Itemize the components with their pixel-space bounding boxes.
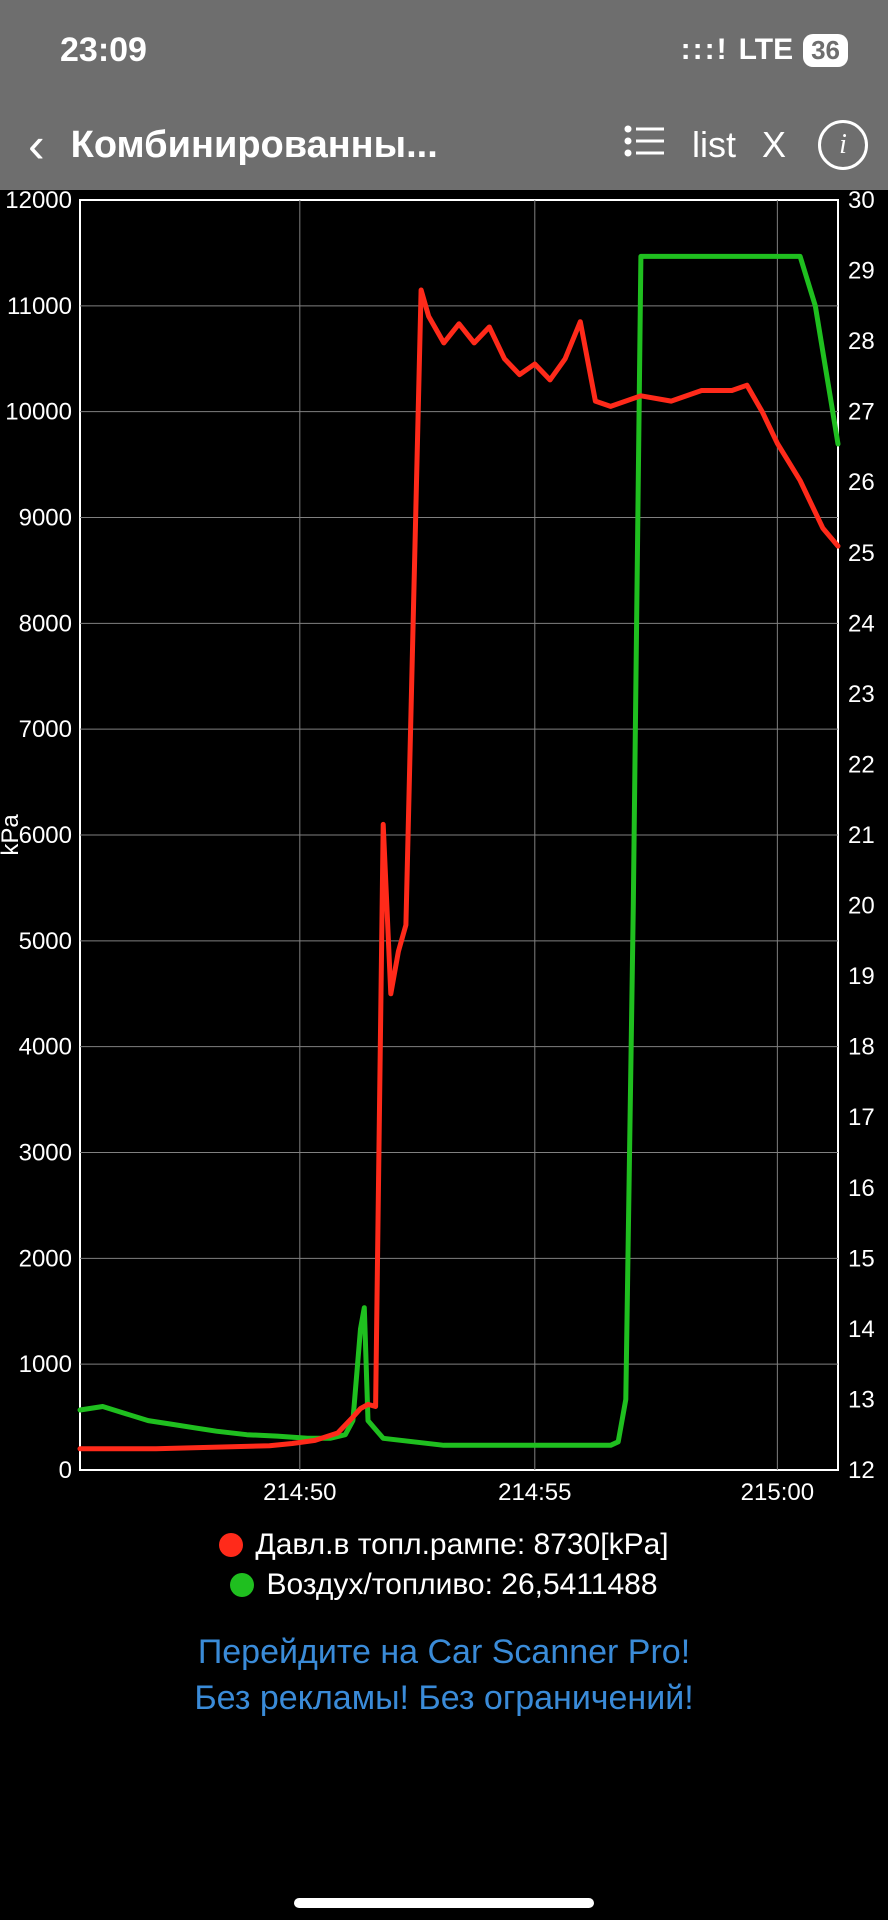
svg-text:5000: 5000 [19,928,72,955]
svg-text:13: 13 [848,1386,875,1413]
close-button[interactable]: X [758,124,790,166]
legend-label: Воздух/топливо: 26,5411488 [266,1568,657,1602]
svg-text:6000: 6000 [19,822,72,849]
promo-line-1: Перейдите на Car Scanner Pro! [0,1630,888,1676]
svg-text:25: 25 [848,540,875,567]
svg-text:29: 29 [848,258,875,285]
info-button[interactable]: i [818,120,868,170]
status-right: :::! LTE 36 [681,33,848,67]
svg-text:17: 17 [848,1104,875,1131]
signal-icon: :::! [681,33,729,67]
network-label: LTE [739,33,793,67]
svg-text:28: 28 [848,328,875,355]
legend-dot [230,1573,254,1597]
list-lines-icon[interactable] [618,125,670,166]
chart[interactable]: 0 1000 2000 3000 4000 5000 6000 7000 8000 9000 100… [0,190,888,1670]
svg-text:14: 14 [848,1316,875,1343]
legend-label: Давл.в топл.рампе: 8730[kPa] [255,1528,668,1562]
svg-text:16: 16 [848,1175,875,1202]
promo-line-2: Без рекламы! Без ограничений! [0,1676,888,1722]
svg-text:23: 23 [848,681,875,708]
svg-text:2000: 2000 [19,1245,72,1272]
page-title: Комбинированны... [71,124,438,167]
svg-text:4000: 4000 [19,1034,72,1061]
svg-text:214:55: 214:55 [498,1479,571,1506]
nav-bar: ‹ Комбинированны... list X i [0,100,888,190]
svg-text:22: 22 [848,751,875,778]
svg-text:1000: 1000 [19,1351,72,1378]
svg-text:19: 19 [848,963,875,990]
svg-text:21: 21 [848,822,875,849]
svg-text:26: 26 [848,469,875,496]
svg-text:11000: 11000 [7,293,72,320]
status-bar: 23:09 :::! LTE 36 [0,0,888,100]
svg-text:0: 0 [59,1457,72,1484]
chart-container: 0 1000 2000 3000 4000 5000 6000 7000 8000 9000 100… [0,190,888,1670]
battery-icon: 36 [803,34,848,67]
svg-text:8000: 8000 [19,610,72,637]
svg-text:20: 20 [848,893,875,920]
chart-legend: Давл.в топл.рампе: 8730[kPa] Воздух/топли… [0,1522,888,1608]
clock: 23:09 [60,31,147,70]
svg-text:30: 30 [848,190,875,214]
svg-text:18: 18 [848,1034,875,1061]
svg-text:15: 15 [848,1245,875,1272]
home-indicator[interactable] [294,1898,594,1908]
svg-text:24: 24 [848,610,875,637]
svg-text:12: 12 [848,1457,875,1484]
svg-text:215:00: 215:00 [741,1479,814,1506]
svg-text:9000: 9000 [19,505,72,532]
svg-text:3000: 3000 [19,1140,72,1167]
legend-item: Давл.в топл.рампе: 8730[kPa] [0,1528,888,1562]
svg-text:214:50: 214:50 [263,1479,336,1506]
svg-text:kPa: kPa [0,814,24,856]
promo-banner[interactable]: Перейдите на Car Scanner Pro! Без реклам… [0,1630,888,1722]
svg-text:12000: 12000 [5,190,72,214]
svg-text:7000: 7000 [19,716,72,743]
back-button[interactable]: ‹ [20,116,53,174]
legend-dot [219,1533,243,1557]
legend-item: Воздух/топливо: 26,5411488 [0,1568,888,1602]
list-button[interactable]: list [688,124,740,166]
svg-text:27: 27 [848,399,875,426]
svg-text:10000: 10000 [5,399,72,426]
